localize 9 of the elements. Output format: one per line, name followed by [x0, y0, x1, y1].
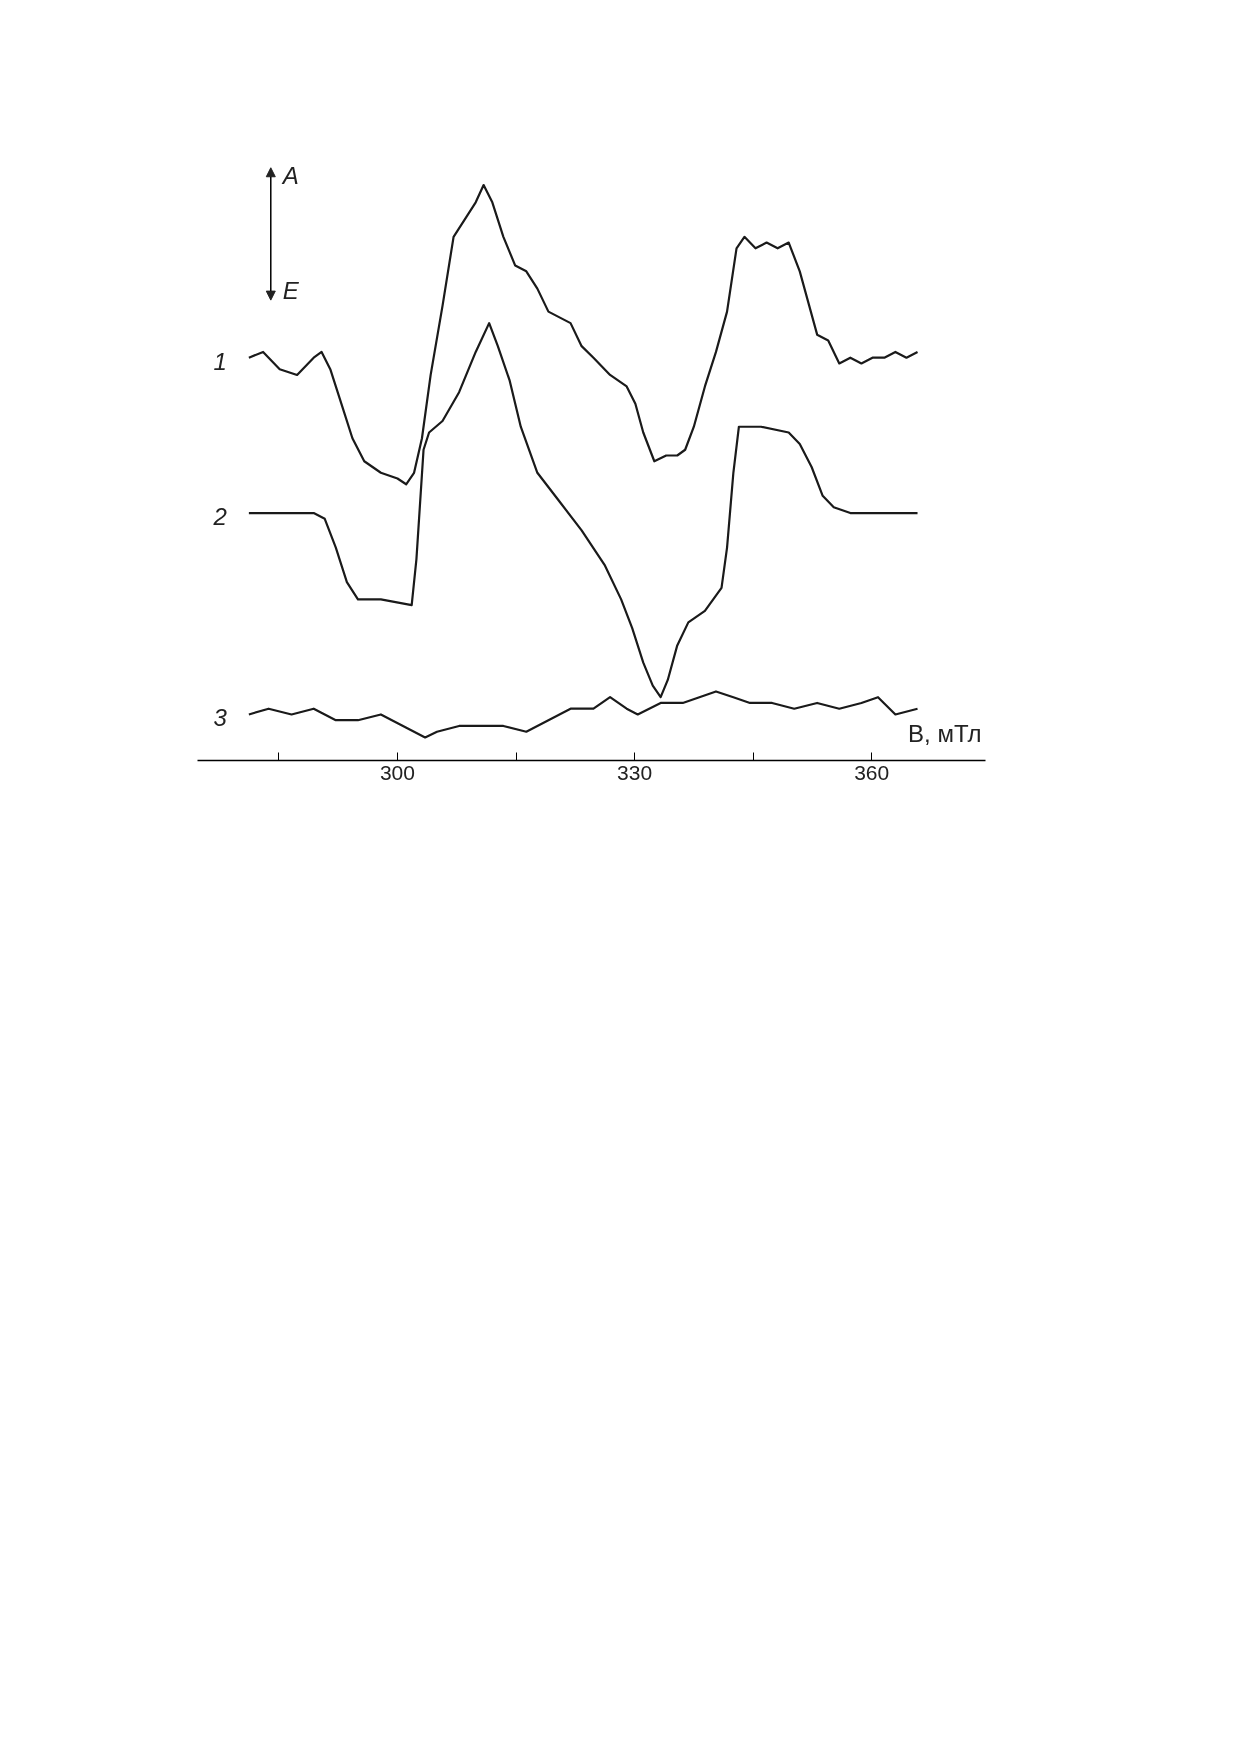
annotation: E — [282, 277, 300, 305]
x-tick-label: 330 — [617, 760, 653, 784]
series-label: 1 — [213, 347, 227, 375]
annotation: A — [280, 162, 299, 190]
series-label: 3 — [213, 704, 228, 732]
x-tick-label: 360 — [854, 760, 890, 784]
x-axis-title: B, мТл — [908, 719, 982, 747]
series-label: 2 — [212, 503, 227, 531]
x-tick-label: 300 — [379, 760, 415, 784]
